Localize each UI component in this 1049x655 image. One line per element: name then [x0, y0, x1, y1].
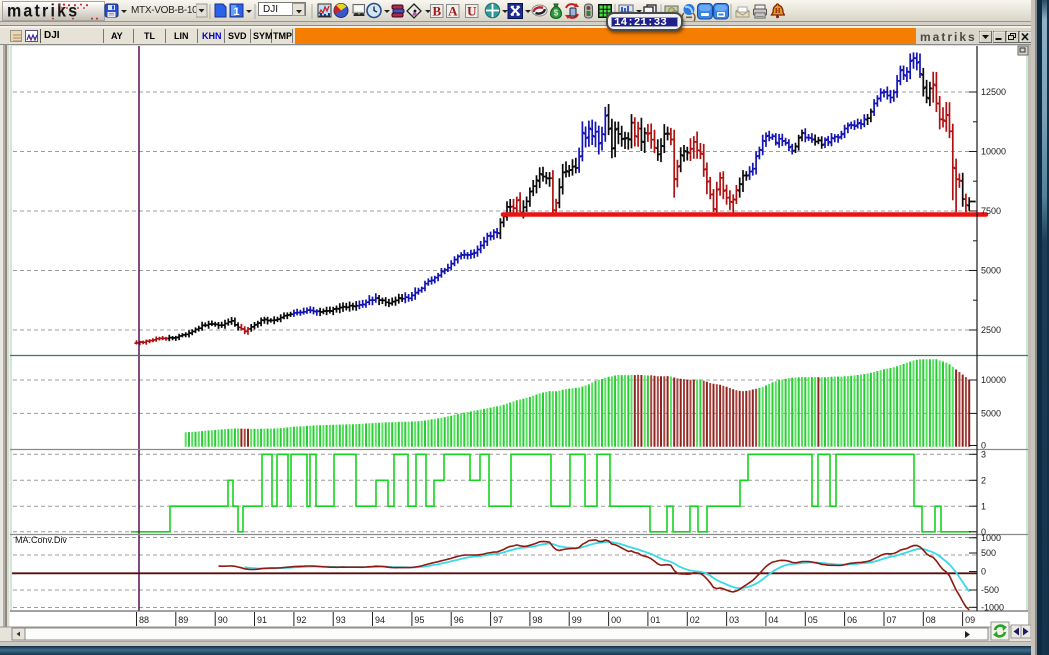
svg-text:93: 93	[336, 615, 346, 625]
svg-text:07: 07	[887, 615, 897, 625]
svg-text:88: 88	[139, 615, 149, 625]
svg-text:1: 1	[233, 6, 239, 18]
svg-text:0: 0	[981, 441, 986, 451]
svg-text:MA.Conv.Div: MA.Conv.Div	[15, 535, 67, 545]
svg-text:04: 04	[768, 615, 778, 625]
svg-text:90: 90	[218, 615, 228, 625]
svg-text:99: 99	[572, 615, 582, 625]
svg-text:U: U	[467, 4, 477, 19]
svg-text:10000: 10000	[981, 375, 1006, 385]
svg-text:$: $	[554, 9, 559, 18]
svg-text:-500: -500	[981, 585, 999, 595]
svg-text:97: 97	[493, 615, 503, 625]
svg-text:2: 2	[981, 476, 986, 486]
svg-text:500: 500	[981, 548, 996, 558]
svg-text:3: 3	[981, 450, 986, 460]
svg-text:03: 03	[729, 615, 739, 625]
svg-text:02: 02	[690, 615, 700, 625]
svg-text:01: 01	[650, 615, 660, 625]
svg-text:7500: 7500	[981, 206, 1001, 216]
svg-text:91: 91	[257, 615, 267, 625]
svg-text:05: 05	[808, 615, 818, 625]
svg-text:95: 95	[414, 615, 424, 625]
svg-text:1000: 1000	[981, 533, 1001, 543]
svg-text:92: 92	[296, 615, 306, 625]
svg-text:12500: 12500	[981, 87, 1006, 97]
svg-text:06: 06	[847, 615, 857, 625]
svg-text:A: A	[448, 4, 458, 19]
svg-text:0: 0	[981, 567, 986, 577]
svg-text:89: 89	[178, 615, 188, 625]
svg-text:5000: 5000	[981, 266, 1001, 276]
svg-text:0: 0	[981, 527, 986, 537]
svg-text:96: 96	[454, 615, 464, 625]
svg-text:2500: 2500	[981, 325, 1001, 335]
svg-text:H: H	[775, 7, 781, 15]
svg-text:08: 08	[926, 615, 936, 625]
svg-text:00: 00	[611, 615, 621, 625]
svg-text:98: 98	[532, 615, 542, 625]
svg-text:1: 1	[981, 501, 986, 511]
svg-text:B: B	[432, 4, 441, 19]
svg-text:09: 09	[965, 615, 975, 625]
svg-text:10000: 10000	[981, 147, 1006, 157]
svg-text:94: 94	[375, 615, 385, 625]
svg-text:5000: 5000	[981, 409, 1001, 419]
svg-text:-1000: -1000	[981, 603, 1004, 613]
